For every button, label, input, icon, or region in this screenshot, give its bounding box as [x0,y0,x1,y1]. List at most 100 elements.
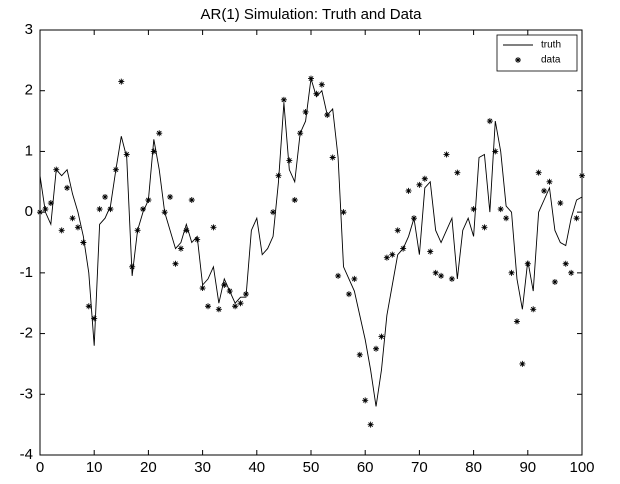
x-tick-label: 50 [303,459,320,476]
x-tick-label: 20 [140,459,157,476]
data-point [215,306,222,313]
data-point [324,112,331,118]
data-point [579,172,585,179]
data-point [286,157,293,164]
y-tick-label: -1 [20,264,33,281]
y-tick-label: 0 [25,203,33,220]
data-point [161,209,168,216]
x-tick-label: 70 [411,459,428,476]
data-point [53,166,60,173]
data-point [562,260,569,267]
data-point [416,181,423,188]
plot-area [39,29,583,456]
data-point [524,260,531,267]
data-point [96,206,103,213]
data-point [112,166,119,173]
data-point [345,291,352,298]
data-point [356,351,363,358]
data-point [335,272,342,279]
data-point [541,187,548,194]
data-point [199,285,206,292]
x-tick-label: 90 [519,459,536,476]
data-point [546,178,553,185]
data-point [492,148,499,155]
x-tick-label: 0 [36,459,44,476]
data-point [351,275,358,282]
data-point [503,215,510,222]
data-point [37,209,43,216]
data-point [394,227,401,234]
data-point [237,300,244,307]
legend-box [496,34,578,72]
data-point [367,421,374,428]
data-point [454,169,461,176]
data-point [573,215,580,222]
x-tick-label: 100 [569,459,594,476]
data-point [42,206,49,213]
data-point [156,130,163,137]
data-point [129,263,136,270]
chart-title: AR(1) Simulation: Truth and Data [201,6,423,23]
data-point [340,209,347,216]
data-point [102,193,109,200]
data-point [118,78,125,85]
data-point [194,236,201,243]
data-point [410,215,417,222]
x-tick-label: 30 [194,459,211,476]
y-tick-label: -3 [20,385,33,402]
data-point [405,187,412,194]
data-point [145,197,152,203]
data-point [329,154,336,161]
data-point [107,206,114,213]
data-point [421,175,428,182]
data-point [134,227,141,234]
data-point [535,169,542,176]
data-point [183,227,190,234]
data-point [242,291,249,298]
data-point [302,108,309,115]
data-point [291,197,298,203]
data-point [280,96,287,103]
data-point [378,333,385,340]
data-point [470,206,477,213]
data-point [221,282,228,288]
y-tick-label: -2 [20,325,33,342]
legend: truth data [496,34,578,72]
data-point [383,254,390,261]
x-tick-label: 10 [86,459,103,476]
data-point [373,345,380,352]
data-point [313,90,320,97]
legend-swatch [515,57,521,63]
data-point [318,81,325,88]
data-point [481,224,488,231]
data-point [508,269,515,276]
data-point [308,75,314,82]
legend-label: data [541,55,561,66]
data-point [64,184,71,191]
y-tick-label: 3 [25,21,33,38]
x-tick-label: 40 [248,459,265,476]
data-point [400,245,407,252]
data-point [80,239,87,246]
data-point [172,260,179,267]
data-point [177,245,184,252]
data-point [438,272,445,279]
data-point [448,275,455,282]
data-point [275,172,282,179]
data-point [150,148,157,155]
data-point [427,248,434,255]
data-point [513,318,520,325]
data-point [530,306,537,313]
data-point [232,303,239,310]
data-point [205,303,212,310]
legend-label: truth [541,40,561,51]
data-point [58,227,65,234]
data-point [139,206,146,213]
x-tick-label: 60 [357,459,374,476]
data-point [188,197,195,203]
data-point [519,360,526,367]
data-point [389,251,396,258]
data-point [210,224,217,231]
